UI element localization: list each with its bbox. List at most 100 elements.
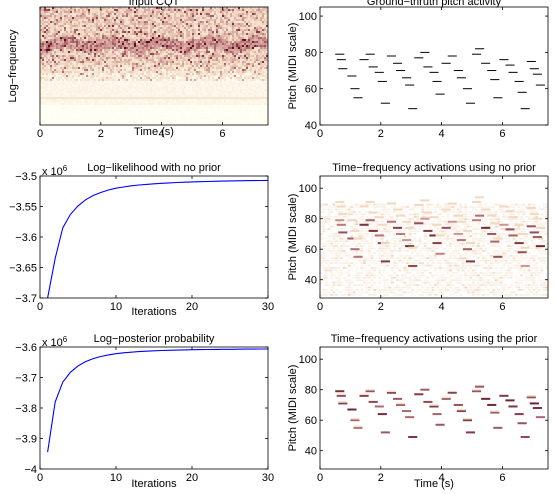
heatmap-cell <box>190 47 193 50</box>
heatmap-cell <box>154 23 157 26</box>
heatmap-cell <box>266 47 268 50</box>
heatmap-cell <box>138 9 141 12</box>
heatmap-cell <box>226 61 229 64</box>
heatmap-cell <box>62 69 65 72</box>
heatmap-cell <box>258 77 261 80</box>
heatmap-cell <box>108 9 111 12</box>
heatmap-cell <box>144 63 147 66</box>
heatmap-cell <box>128 45 131 48</box>
heatmap-cell <box>64 89 67 92</box>
heatmap-cell <box>158 77 161 80</box>
heatmap-cell <box>40 79 43 82</box>
heatmap-cell <box>182 41 185 44</box>
heatmap-cell <box>242 35 245 38</box>
heatmap-cell <box>88 65 91 68</box>
heatmap-cell <box>216 43 219 46</box>
heatmap-cell <box>48 23 51 26</box>
heatmap-cell <box>156 75 159 78</box>
heatmap-cell <box>146 13 149 16</box>
heatmap-cell <box>164 19 167 22</box>
heatmap-cell <box>60 35 63 38</box>
heatmap-cell <box>174 17 177 20</box>
heatmap-cell <box>114 89 117 92</box>
heatmap-cell <box>92 49 95 52</box>
heatmap-cell <box>120 57 123 60</box>
heatmap-cell <box>142 51 145 54</box>
heatmap-cell <box>50 63 53 66</box>
heatmap-cell <box>46 19 49 22</box>
heatmap-cell <box>242 69 245 72</box>
heatmap-cell <box>160 45 163 48</box>
heatmap-cell <box>226 85 229 88</box>
heatmap-cell <box>80 67 83 70</box>
heatmap-cell <box>220 17 223 20</box>
heatmap-cell <box>234 57 237 60</box>
heatmap-cell <box>180 83 183 86</box>
heatmap-cell <box>176 61 179 64</box>
heatmap-cell <box>204 77 207 80</box>
heatmap-cell <box>218 93 221 96</box>
heatmap-cell <box>256 51 259 54</box>
heatmap-cell <box>224 49 227 52</box>
heatmap-cell <box>140 31 143 34</box>
heatmap-cell <box>200 65 203 68</box>
heatmap-cell <box>78 69 81 72</box>
heatmap-cell <box>260 45 263 48</box>
heatmap-cell <box>164 33 167 36</box>
heatmap-cell <box>64 21 67 24</box>
heatmap-cell <box>222 77 225 80</box>
heatmap-cell <box>174 51 177 54</box>
heatmap-cell <box>180 21 183 24</box>
heatmap-cell <box>74 15 77 18</box>
heatmap-cell <box>206 47 209 50</box>
heatmap-cell <box>58 13 61 16</box>
heatmap-cell <box>46 11 49 14</box>
heatmap-cell <box>154 83 157 86</box>
heatmap-cell <box>52 29 55 32</box>
heatmap-cell <box>126 19 129 22</box>
heatmap-cell <box>246 89 249 92</box>
heatmap-cell <box>218 47 221 50</box>
heatmap-cell <box>256 57 259 60</box>
heatmap-cell <box>138 77 141 80</box>
heatmap-cell <box>180 59 183 62</box>
heatmap-cell <box>156 81 159 84</box>
heatmap-cell <box>168 7 171 10</box>
heatmap-cell <box>106 13 109 16</box>
heatmap-cell <box>266 77 268 80</box>
heatmap-cell <box>152 49 155 52</box>
heatmap-cell <box>194 81 197 84</box>
heatmap-cell <box>152 9 155 12</box>
heatmap-cell <box>140 27 143 30</box>
heatmap-cell <box>164 59 167 62</box>
heatmap-cell <box>168 39 171 42</box>
heatmap-cell <box>136 33 139 36</box>
heatmap-cell <box>104 7 107 10</box>
heatmap-cell <box>164 71 167 74</box>
heatmap-cell <box>188 45 191 48</box>
heatmap-cell <box>206 53 209 56</box>
heatmap-cell <box>70 69 73 72</box>
heatmap-cell <box>154 21 157 24</box>
heatmap-cell <box>80 91 83 94</box>
heatmap-cell <box>202 79 205 82</box>
heatmap-cell <box>128 33 131 36</box>
heatmap-cell <box>236 79 239 82</box>
heatmap-cell <box>252 41 255 44</box>
heatmap-cell <box>194 19 197 22</box>
heatmap-cell <box>188 29 191 32</box>
heatmap-cell <box>98 83 101 86</box>
heatmap-cell <box>218 37 221 40</box>
heatmap-cell <box>60 7 63 10</box>
heatmap-cell <box>204 7 207 10</box>
heatmap-cell <box>204 75 207 78</box>
heatmap-cell <box>182 47 185 50</box>
heatmap-cell <box>254 83 257 86</box>
heatmap-cell <box>252 71 255 74</box>
heatmap-cell <box>164 47 167 50</box>
heatmap-cell <box>264 71 267 74</box>
heatmap-cell <box>226 83 229 86</box>
heatmap-cell <box>132 43 135 46</box>
heatmap-cell <box>240 35 243 38</box>
heatmap-cell <box>124 9 127 12</box>
